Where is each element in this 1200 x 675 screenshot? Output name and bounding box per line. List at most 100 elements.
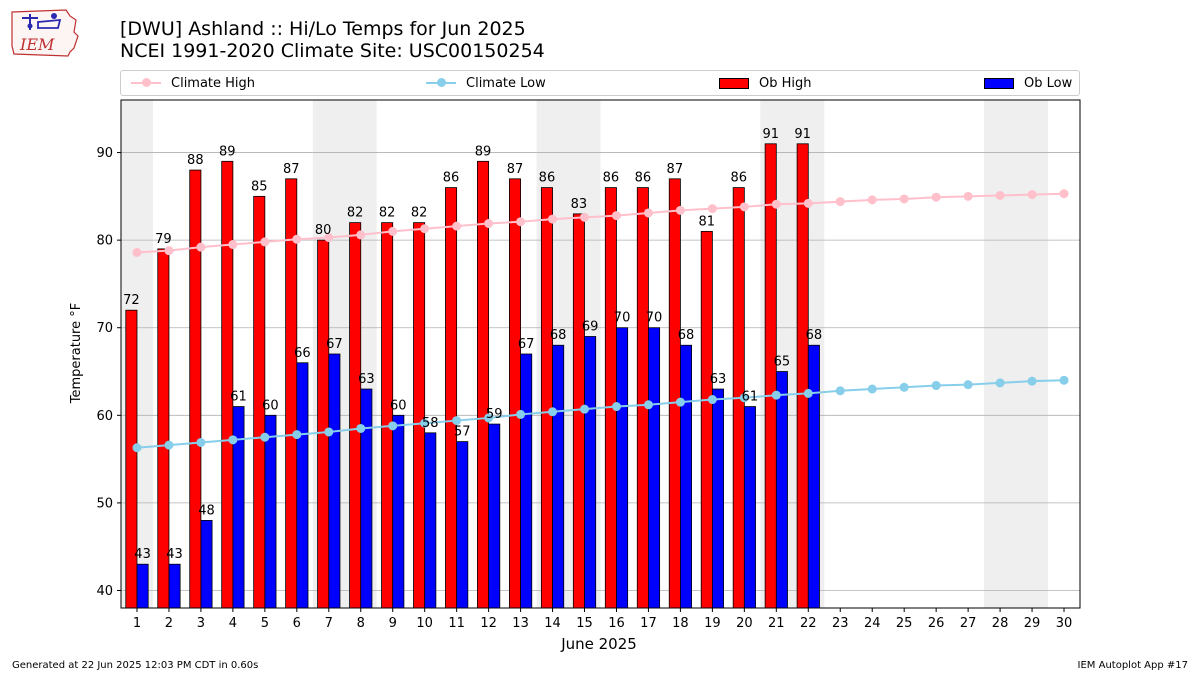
climate-high-point — [196, 242, 206, 252]
ob-low-value-label: 70 — [614, 311, 631, 326]
x-tick-label: 20 — [736, 616, 753, 631]
climate-high-point — [580, 212, 590, 222]
ob-high-value-label: 86 — [539, 171, 556, 186]
climate-low-point — [1027, 376, 1037, 386]
climate-low-point — [739, 393, 749, 403]
ob-high-value-label: 91 — [794, 127, 811, 142]
ob-high-bar — [508, 178, 521, 609]
climate-high-point — [1027, 190, 1037, 200]
ob-high-value-label: 82 — [411, 206, 428, 221]
ob-high-bar — [796, 143, 809, 609]
x-tick-label: 29 — [1024, 616, 1041, 631]
ob-high-bar — [604, 187, 617, 609]
ob-low-value-label: 68 — [678, 328, 695, 343]
climate-low-point — [963, 380, 973, 390]
legend-item-climate-low: Climate Low — [426, 71, 546, 95]
y-tick-label: 80 — [96, 234, 113, 249]
ob-low-bar — [584, 336, 597, 609]
ob-high-value-label: 86 — [635, 171, 652, 186]
ob-low-value-label: 61 — [230, 390, 247, 405]
ob-high-bar — [445, 187, 458, 609]
ob-high-bar — [668, 178, 681, 609]
x-tick-label: 15 — [576, 616, 593, 631]
ob-high-value-label: 86 — [603, 171, 620, 186]
ob-low-bar — [648, 327, 661, 609]
climate-low-point — [931, 381, 941, 391]
ob-low-value-label: 57 — [454, 425, 471, 440]
chart-title: [DWU] Ashland :: Hi/Lo Temps for Jun 202… — [120, 18, 526, 40]
climate-high-point — [292, 234, 302, 244]
climate-high-point — [707, 204, 717, 214]
ob-high-legend-patch — [719, 77, 749, 89]
x-tick-label: 30 — [1056, 616, 1073, 631]
ob-high-value-label: 85 — [251, 179, 268, 194]
climate-low-point — [164, 440, 174, 450]
ob-high-bar — [540, 187, 553, 609]
climate-high-point — [739, 202, 749, 212]
climate-high-point — [835, 197, 845, 207]
ob-high-bar — [125, 309, 138, 609]
climate-high-point — [803, 198, 813, 208]
ob-low-value-label: 63 — [710, 372, 727, 387]
climate-high-point — [484, 218, 494, 228]
ob-low-value-label: 43 — [166, 547, 183, 562]
climate-low-point — [292, 430, 302, 440]
climate-low-point — [228, 435, 238, 445]
x-tick-label: 13 — [512, 616, 529, 631]
x-tick-label: 28 — [992, 616, 1009, 631]
ob-high-value-label: 81 — [699, 214, 716, 229]
ob-low-bar — [552, 344, 565, 609]
ob-low-bar — [328, 353, 341, 609]
ob-low-bar — [424, 432, 437, 609]
legend-label-climate-high: Climate High — [171, 75, 256, 91]
x-tick-label: 5 — [261, 616, 269, 631]
ob-low-bar — [360, 388, 373, 609]
ob-high-value-label: 91 — [762, 127, 779, 142]
ob-high-bar — [764, 143, 777, 609]
climate-high-point — [548, 214, 558, 224]
x-tick-label: 18 — [672, 616, 689, 631]
ob-high-value-label: 86 — [730, 171, 747, 186]
climate-low-point — [771, 390, 781, 400]
ob-high-value-label: 82 — [379, 206, 396, 221]
ob-high-bar — [636, 187, 649, 609]
climate-low-point — [324, 427, 334, 437]
climate-high-point — [995, 190, 1005, 200]
climate-low-point — [132, 443, 142, 453]
climate-high-point — [164, 246, 174, 256]
climate-high-point — [228, 240, 238, 250]
ob-low-value-label: 60 — [390, 398, 407, 413]
ob-low-bar — [264, 414, 277, 609]
ob-low-value-label: 48 — [198, 503, 215, 518]
legend-item-climate-high: Climate High — [131, 71, 255, 95]
climate-low-point — [995, 378, 1005, 388]
climate-low-point — [835, 386, 845, 396]
ob-high-value-label: 89 — [219, 144, 236, 159]
x-tick-label: 14 — [544, 616, 561, 631]
ob-low-value-label: 61 — [742, 390, 759, 405]
legend: Climate High Climate Low Ob High Ob Low — [120, 70, 1080, 96]
climate-low-point — [420, 418, 430, 428]
ob-low-value-label: 58 — [422, 416, 439, 431]
x-tick-label: 4 — [229, 616, 237, 631]
y-tick-label: 40 — [96, 584, 113, 599]
legend-label-ob-high: Ob High — [759, 75, 812, 91]
climate-low-line — [136, 379, 1065, 449]
x-tick-label: 10 — [416, 616, 433, 631]
ob-low-value-label: 65 — [774, 355, 791, 370]
climate-low-legend-marker — [426, 78, 456, 87]
ob-low-value-label: 67 — [326, 337, 343, 352]
ob-high-value-label: 72 — [123, 293, 140, 308]
x-tick-label: 21 — [768, 616, 785, 631]
ob-low-bar — [296, 362, 309, 609]
climate-high-legend-marker — [131, 78, 161, 87]
x-tick-label: 24 — [864, 616, 881, 631]
climate-low-point — [484, 413, 494, 423]
ob-high-value-label: 79 — [155, 232, 172, 247]
climate-high-point — [260, 237, 270, 247]
climate-low-point — [1059, 375, 1069, 385]
ob-low-bar — [775, 371, 788, 609]
ob-low-value-label: 68 — [806, 328, 823, 343]
climate-high-point — [516, 217, 526, 227]
ob-low-bar — [711, 388, 724, 609]
